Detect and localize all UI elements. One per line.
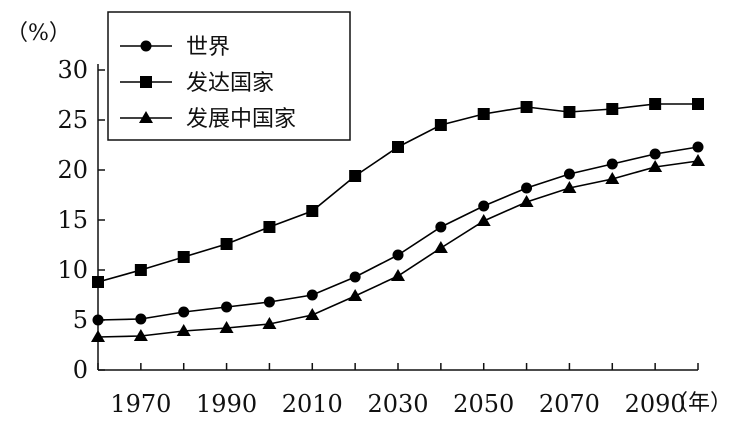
x-tick-label: 2090: [625, 390, 686, 418]
data-point: [649, 148, 661, 160]
data-point: [135, 313, 147, 325]
data-point: [649, 98, 662, 110]
axes: 0 5 10 15 20 25 30 1970 1990 2010 2030 2050 2070 2090: [57, 56, 699, 418]
data-point: [648, 160, 663, 172]
y-tick-label: 5: [73, 306, 88, 334]
data-point: [178, 306, 190, 318]
series-1: [92, 141, 704, 326]
data-point: [306, 205, 319, 217]
data-point: [691, 154, 705, 166]
data-point: [562, 181, 577, 193]
data-point: [433, 241, 448, 253]
legend-label: 发展中国家: [186, 107, 296, 132]
data-point: [392, 141, 404, 153]
data-point: [348, 289, 363, 301]
data-point: [134, 264, 147, 276]
x-tick-label: 2030: [367, 390, 428, 418]
y-tick-label: 30: [57, 56, 88, 84]
data-point: [520, 101, 533, 113]
x-tick-label: 2050: [453, 390, 514, 418]
y-tick-label: 0: [73, 356, 88, 384]
data-point: [391, 269, 405, 281]
data-point: [91, 330, 105, 342]
y-axis-label: （%）: [6, 21, 71, 46]
data-point: [563, 168, 575, 180]
x-tick-label: 1970: [110, 390, 171, 418]
data-point: [220, 238, 233, 250]
data-point: [262, 317, 277, 329]
data-point: [263, 296, 275, 308]
legend-label: 发达国家: [186, 71, 274, 96]
series-2: [92, 98, 704, 288]
data-point: [92, 276, 104, 288]
series-3: [91, 154, 705, 342]
data-point: [606, 103, 619, 115]
legend-label: 世界: [186, 35, 230, 60]
data-point: [305, 308, 320, 320]
y-tick-label: 25: [57, 106, 88, 134]
x-tick-label: 2070: [539, 390, 600, 418]
data-point: [605, 172, 620, 184]
data-point: [477, 108, 490, 120]
data-point: [219, 321, 234, 333]
x-tick-label: 2010: [282, 390, 343, 418]
series-line: [97, 146, 699, 321]
data-point: [349, 271, 361, 283]
data-point: [92, 314, 104, 326]
data-point: [177, 251, 190, 263]
data-point: [563, 106, 576, 118]
y-tick-label: 15: [57, 206, 88, 234]
x-axis-label: （年）: [666, 391, 732, 416]
data-point: [221, 301, 233, 313]
data-point: [392, 249, 404, 261]
data-point: [435, 221, 447, 233]
y-tick-label: 10: [57, 256, 88, 284]
legend-marker: [140, 76, 152, 88]
data-point: [521, 182, 533, 194]
data-point: [133, 329, 148, 341]
data-point: [606, 158, 618, 170]
data-point: [478, 200, 490, 212]
y-tick-label: 20: [57, 156, 88, 184]
data-point: [306, 289, 318, 301]
legend-marker: [140, 40, 152, 52]
series-layer: [91, 98, 705, 342]
x-tick-label: 1990: [196, 390, 257, 418]
data-point: [263, 221, 276, 233]
legend-marker: [139, 111, 153, 123]
data-point: [692, 98, 704, 110]
data-point: [692, 141, 704, 153]
data-point: [476, 214, 491, 226]
data-point: [349, 170, 362, 182]
data-point: [519, 195, 534, 207]
data-point: [434, 119, 447, 131]
data-point: [176, 324, 191, 336]
